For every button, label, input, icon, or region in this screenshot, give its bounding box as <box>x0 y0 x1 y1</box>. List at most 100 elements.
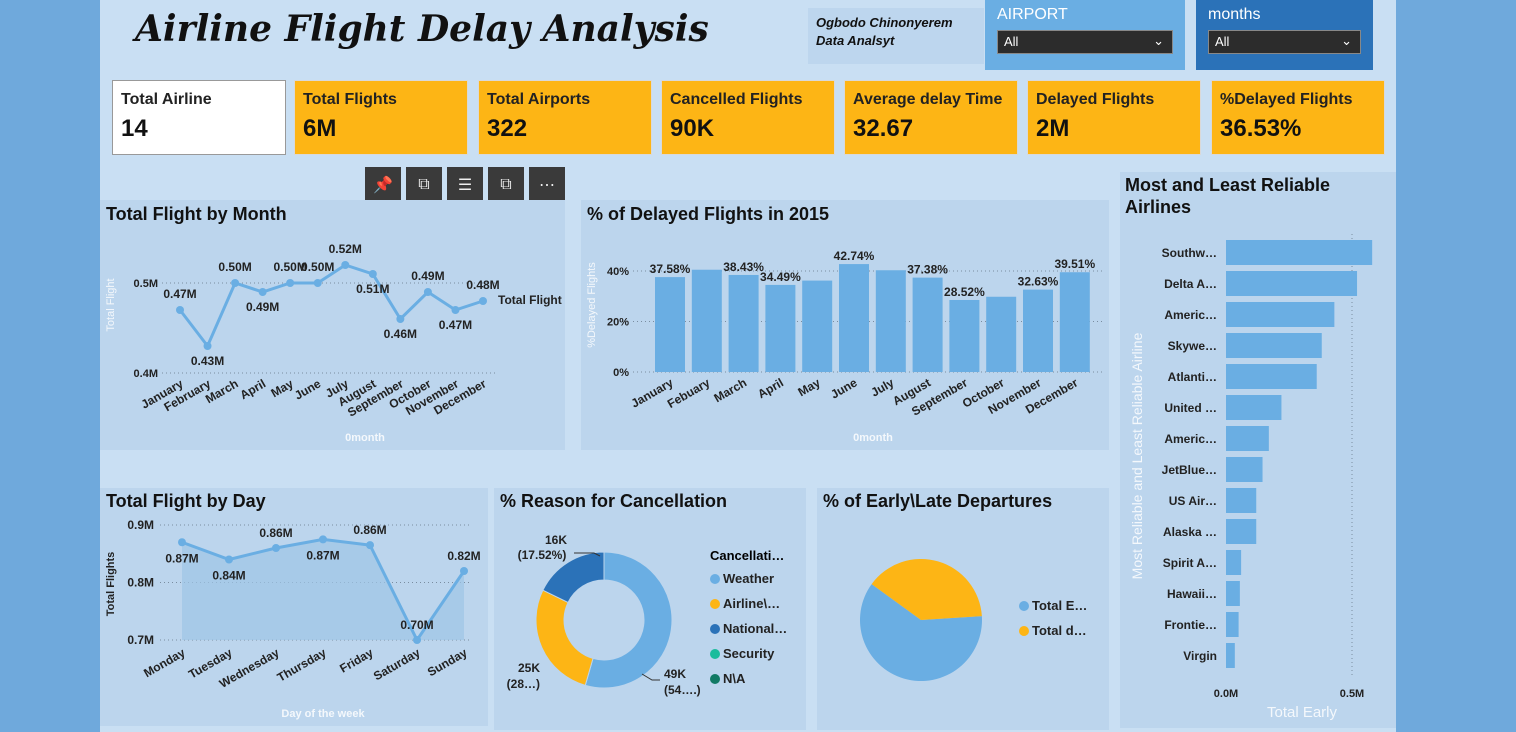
copy-icon[interactable]: ⧉ <box>406 167 442 202</box>
chevron-down-icon: ⌄ <box>1341 33 1352 48</box>
leader-line <box>641 673 660 681</box>
months-dropdown-value: All <box>1215 34 1230 49</box>
kpi-value: 6M <box>303 115 337 142</box>
months-slicer-label: months <box>1208 6 1261 23</box>
data-label: 34.49% <box>760 270 801 284</box>
pie-slice <box>860 584 982 681</box>
airport-slicer: AIRPORT All ⌄ <box>985 0 1185 70</box>
legend-item-airline[interactable]: Airline\… <box>710 596 787 611</box>
legend-label: Total d… <box>1032 623 1087 638</box>
bar <box>655 277 685 372</box>
data-label: 0.86M <box>259 526 292 540</box>
data-point <box>313 279 322 287</box>
y-axis-label: Total Flights <box>105 552 117 617</box>
cancel-donut-chart: 49K (54….) 25K (28…) 16K(17.52%) <box>507 533 701 697</box>
kpi-label: Total Flights <box>303 91 397 108</box>
data-point <box>451 306 460 314</box>
bar <box>802 280 833 372</box>
months-dropdown[interactable]: All ⌄ <box>1208 30 1361 54</box>
y-tick-label: Spirit A… <box>1163 556 1217 570</box>
delayed-chart-panel: % of Delayed Flights in 2015 0% 20% 40% %De… <box>581 200 1109 450</box>
data-label: 0.50M <box>218 260 251 274</box>
legend-label: Total E… <box>1032 598 1088 613</box>
bar <box>691 269 722 372</box>
x-tick-label: Saturday <box>371 645 423 683</box>
y-tick-label: Frontie… <box>1164 618 1217 632</box>
x-tick-label: June <box>828 375 860 401</box>
legend-item-na[interactable]: N\A <box>710 671 787 686</box>
cancel-legend-title: Cancellati… <box>710 548 785 563</box>
bar <box>1023 289 1053 372</box>
series-area <box>182 539 464 640</box>
airport-dropdown[interactable]: All ⌄ <box>997 30 1173 54</box>
bar <box>1226 581 1240 606</box>
y-tick-label: Atlanti… <box>1168 370 1217 384</box>
y-tick-label: 0% <box>613 367 629 379</box>
y-tick-label: 0.7M <box>127 633 154 647</box>
kpi-label: Total Airline <box>121 91 212 108</box>
kpi-card: Total Flights 6M <box>294 80 468 155</box>
legend-item-national[interactable]: National… <box>710 621 787 636</box>
data-label: 25K <box>518 661 540 675</box>
reliable-chart-title: Most and Least Reliable Airlines <box>1125 175 1331 217</box>
pin-icon[interactable]: 📌 <box>365 167 401 202</box>
x-axis-label: Total Early <box>1267 704 1338 721</box>
bar <box>1226 240 1373 265</box>
data-label: 0.43M <box>191 354 224 368</box>
legend-label: N\A <box>723 671 746 686</box>
more-icon[interactable]: ⋯ <box>529 167 565 202</box>
y-tick-label: 40% <box>607 266 629 278</box>
data-label: 0.47M <box>439 318 472 332</box>
data-point <box>176 306 184 314</box>
kpi-card: Total Airports 322 <box>478 80 652 155</box>
x-tick-label: Sunday <box>425 645 470 679</box>
data-label: 0.50M <box>274 260 307 274</box>
y-tick-label: US Air… <box>1169 494 1217 508</box>
legend-item-weather[interactable]: Weather <box>710 571 787 586</box>
cancel-chart-panel: % Reason for Cancellation 49K (54….) 25K (2… <box>494 488 806 730</box>
kpi-value: 90K <box>670 115 715 142</box>
data-point <box>368 270 377 278</box>
day-chart-title: Total Flight by Day <box>106 491 266 511</box>
x-tick-label: April <box>755 375 786 401</box>
data-label: 49K <box>664 667 686 681</box>
data-label: 0.47M <box>163 287 196 301</box>
y-tick-label: 0.5M <box>134 278 158 290</box>
data-label: (54….) <box>664 683 701 697</box>
data-point <box>460 567 468 575</box>
filter-icon[interactable]: ☰ <box>447 167 483 202</box>
cancel-chart-title: % Reason for Cancellation <box>500 491 728 511</box>
legend-item-security[interactable]: Security <box>710 646 787 661</box>
kpi-label: Average delay Time <box>853 91 1003 108</box>
data-label: 0.84M <box>212 569 245 583</box>
bar <box>875 270 906 372</box>
kpi-value: 32.67 <box>853 115 914 142</box>
bar <box>949 299 980 372</box>
data-label: 0.51M <box>356 282 389 296</box>
y-tick-label: United … <box>1164 401 1217 415</box>
series-line <box>178 263 484 349</box>
data-label: 0.82M <box>447 549 480 563</box>
kpi-card: %Delayed Flights 36.53% <box>1211 80 1385 155</box>
bar <box>1059 272 1090 372</box>
data-label: 0.86M <box>353 523 386 537</box>
month-chart-panel: Total Flight by Month 0.4M 0.5M Total Flig… <box>100 200 565 450</box>
y-axis-label: Most Reliable and Least Reliable Airline <box>1129 332 1145 579</box>
bar <box>1226 457 1263 482</box>
x-tick-label: April <box>237 376 268 402</box>
focus-icon[interactable]: ⧉ <box>488 167 524 202</box>
delayed-bar-chart: 0%20%40%%Delayed Flights 37.58%JanuaryFeb… <box>586 249 1103 444</box>
donut-slice <box>584 551 673 689</box>
reliable-chart-panel: Most and Least Reliable Airlines Southw…… <box>1120 172 1396 728</box>
legend-item-total-early[interactable]: Total E… <box>1019 598 1087 613</box>
kpi-card: Total Airline 14 <box>112 80 286 155</box>
data-label: (17.52%) <box>518 548 567 562</box>
x-axis-label: Day of the week <box>281 708 365 720</box>
bar <box>1226 271 1358 296</box>
data-label: 0.50M <box>301 260 334 274</box>
kpi-card: Delayed Flights 2M <box>1027 80 1201 155</box>
donut-slice <box>535 589 594 686</box>
legend-item-total-delayed[interactable]: Total d… <box>1019 623 1087 638</box>
month-chart-title: Total Flight by Month <box>106 204 287 224</box>
